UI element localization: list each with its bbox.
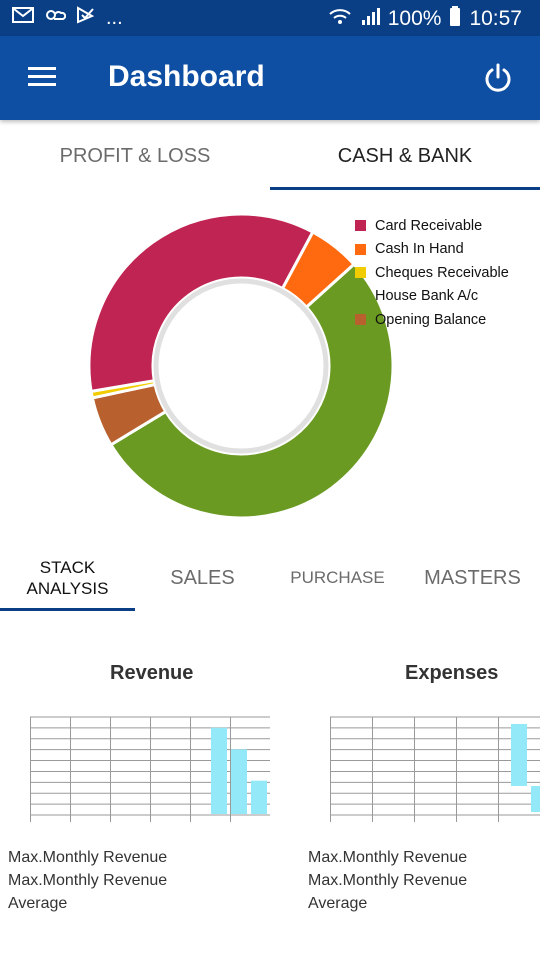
mail-icon (12, 6, 34, 30)
page-title: Dashboard (108, 60, 265, 93)
bar (231, 749, 247, 814)
tab-cash-bank[interactable]: CASH & BANK (337, 144, 473, 167)
legend-label: Cheques Receivable (375, 264, 509, 281)
active-analysis-tab-indicator (0, 608, 135, 611)
bar (511, 724, 527, 786)
donut-slice-house-bank-a-c[interactable] (108, 262, 395, 520)
tab-sales[interactable]: SALES (170, 566, 235, 589)
tab-stack-analysis[interactable]: STACK ANALYSIS (0, 548, 135, 608)
more-notifications: ... (106, 6, 123, 29)
status-bar: ... 100% 10:57 (0, 0, 540, 36)
legend-label: Cash In Hand (375, 241, 464, 258)
notification-icons: ... (12, 6, 123, 30)
signal-icon (360, 6, 380, 32)
power-icon (485, 63, 511, 92)
revenue-captions: Max.Monthly Revenue Max.Monthly Revenue … (8, 846, 167, 915)
battery-percent: 100% (387, 7, 442, 30)
expenses-caption-average: Average (308, 895, 368, 912)
legend-label: House Bank A/c (375, 288, 479, 305)
analysis-tabs: STACK ANALYSIS SALES PURCHASE MASTERS (0, 548, 540, 612)
check-icon (76, 6, 96, 30)
legend-swatch (355, 267, 366, 279)
weather-icon (44, 6, 67, 30)
revenue-caption-average: Average (8, 895, 68, 912)
legend-swatch (355, 314, 366, 326)
legend-item: Cheques Receivable (355, 261, 509, 285)
clock: 10:57 (469, 7, 522, 30)
revenue-caption-max-2: Max.Monthly Revenue (8, 872, 168, 889)
expenses-mini-chart (330, 716, 540, 822)
tab-profit-loss[interactable]: PROFIT & LOSS (59, 144, 211, 167)
stack-analysis-label: STACK ANALYSIS (26, 558, 109, 598)
donut-inner-ring (153, 278, 329, 454)
legend-swatch (355, 220, 366, 232)
battery-icon (449, 6, 461, 32)
menu-button[interactable] (26, 64, 58, 90)
system-icons: 100% 10:57 (328, 6, 522, 32)
wifi-icon (328, 6, 352, 32)
expenses-title: Expenses (405, 662, 499, 684)
top-tabs: PROFIT & LOSS CASH & BANK (0, 120, 540, 192)
chart-legend: Card Receivable Cash In Hand Cheques Recei… (355, 214, 509, 332)
revenue-title: Revenue (110, 662, 194, 684)
legend-label: Card Receivable (375, 217, 483, 234)
logout-button[interactable] (482, 62, 514, 94)
legend-swatch (355, 243, 366, 255)
tab-purchase[interactable]: PURCHASE (290, 568, 385, 587)
donut-slice-card-receivable[interactable] (87, 212, 315, 394)
legend-item: House Bank A/c (355, 285, 509, 309)
legend-item: Opening Balance (355, 308, 509, 332)
legend-item: Cash In Hand (355, 238, 509, 262)
expenses-caption-max-1: Max.Monthly Revenue (308, 849, 468, 866)
app-bar: Dashboard (0, 36, 540, 120)
cash-bank-donut-chart (87, 212, 395, 520)
active-tab-indicator (270, 187, 540, 190)
legend-item: Card Receivable (355, 214, 509, 238)
expenses-captions: Max.Monthly Revenue Max.Monthly Revenue … (308, 846, 467, 915)
legend-swatch (355, 291, 366, 302)
revenue-caption-max-1: Max.Monthly Revenue (8, 849, 168, 866)
legend-label: Opening Balance (375, 311, 487, 328)
expenses-caption-max-2: Max.Monthly Revenue (308, 872, 468, 889)
bar (211, 727, 227, 814)
donut-slice-cash-in-hand[interactable] (280, 230, 357, 310)
tab-masters[interactable]: MASTERS (424, 566, 521, 589)
hamburger-icon (28, 67, 56, 86)
revenue-mini-chart (30, 716, 270, 822)
bar (531, 786, 540, 812)
bar (251, 780, 267, 814)
